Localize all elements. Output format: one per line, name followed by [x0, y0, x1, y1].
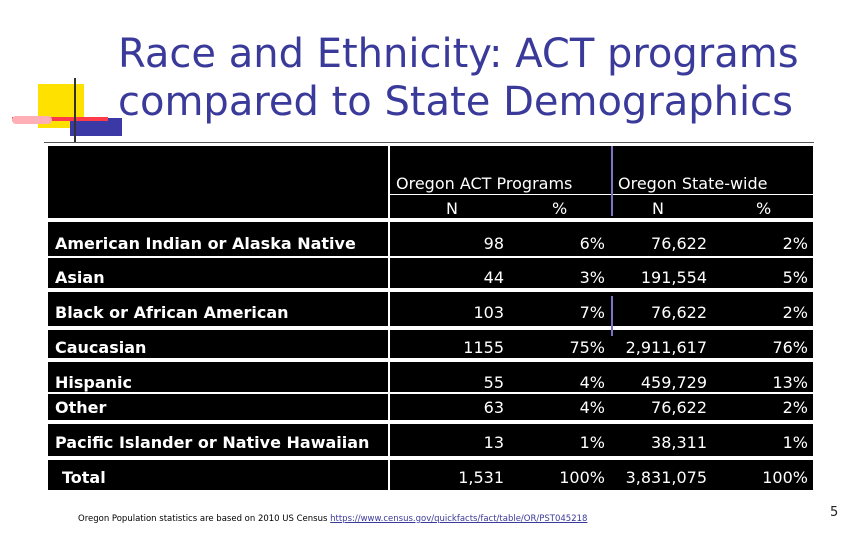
row-label: Other	[55, 398, 107, 417]
title-line-1: Race and Ethnicity: ACT programs	[118, 31, 799, 77]
row-label-block	[48, 330, 388, 358]
row-data-block	[390, 424, 813, 456]
cell-state-n-total: 3,831,075	[625, 468, 707, 487]
cell-act-pct: 4%	[579, 398, 605, 417]
row-data-block	[390, 394, 813, 420]
row-label: Black or African American	[55, 303, 289, 322]
column-separator	[611, 296, 613, 336]
row-label-block	[48, 292, 388, 326]
header-act-pct: %	[552, 199, 568, 218]
cell-act-n: 44	[483, 268, 504, 287]
footnote: Oregon Population statistics are based o…	[78, 514, 587, 524]
header-blank-cell	[48, 146, 388, 218]
cell-act-pct: 6%	[579, 234, 605, 253]
row-label-block	[48, 460, 388, 490]
cell-state-n: 38,311	[651, 433, 707, 452]
cell-state-pct: 2%	[782, 234, 808, 253]
slide-title: Race and Ethnicity: ACT programs compare…	[118, 30, 848, 126]
row-label: American Indian or Alaska Native	[55, 234, 356, 253]
cell-act-n: 103	[473, 303, 504, 322]
decorative-red-line	[12, 117, 108, 121]
header-act-programs: Oregon ACT Programs	[396, 174, 573, 193]
cell-state-n: 76,622	[651, 234, 707, 253]
cell-state-pct: 1%	[782, 433, 808, 452]
cell-act-pct: 7%	[579, 303, 605, 322]
cell-state-n: 76,622	[651, 303, 707, 322]
row-label: Asian	[55, 268, 105, 287]
cell-state-pct: 13%	[772, 373, 808, 392]
row-data-block	[390, 292, 813, 326]
row-label-total: Total	[62, 468, 106, 487]
decorative-horizontal-line	[44, 142, 814, 143]
cell-act-n: 63	[483, 398, 504, 417]
row-label-block	[48, 258, 388, 288]
cell-state-n: 459,729	[640, 373, 707, 392]
row-data-block	[390, 330, 813, 358]
cell-state-pct: 2%	[782, 303, 808, 322]
decorative-navy-bar	[70, 118, 122, 136]
census-link[interactable]: https://www.census.gov/quickfacts/fact/t…	[330, 514, 588, 524]
cell-state-n: 76,622	[651, 398, 707, 417]
cell-act-n: 1155	[463, 338, 504, 357]
column-separator	[611, 146, 613, 216]
cell-act-pct-total: 100%	[559, 468, 605, 487]
title-line-2: compared to State Demographics	[118, 79, 793, 125]
cell-act-n: 98	[483, 234, 504, 253]
header-act-n: N	[446, 199, 458, 218]
cell-act-pct: 75%	[569, 338, 605, 357]
header-subrow	[390, 195, 813, 218]
row-label: Caucasian	[55, 338, 147, 357]
row-data-block	[390, 362, 813, 392]
cell-act-pct: 3%	[579, 268, 605, 287]
header-group-row	[390, 146, 813, 194]
cell-state-n: 2,911,617	[625, 338, 707, 357]
cell-act-pct: 4%	[579, 373, 605, 392]
cell-act-n: 13	[483, 433, 504, 452]
row-label-block	[48, 222, 388, 256]
page-number: 5	[830, 505, 839, 520]
decorative-vertical-line	[74, 78, 76, 142]
cell-state-pct-total: 100%	[762, 468, 808, 487]
cell-act-n-total: 1,531	[458, 468, 504, 487]
cell-state-pct: 76%	[772, 338, 808, 357]
row-data-block	[390, 222, 813, 256]
row-label-block	[48, 362, 388, 392]
footnote-text: Oregon Population statistics are based o…	[78, 514, 328, 524]
row-label-block	[48, 424, 388, 456]
decorative-red-cap	[12, 116, 52, 124]
cell-state-pct: 5%	[782, 268, 808, 287]
row-label: Pacific Islander or Native Hawaiian	[55, 433, 370, 452]
cell-state-n: 191,554	[640, 268, 707, 287]
header-state-pct: %	[756, 199, 772, 218]
cell-act-n: 55	[483, 373, 504, 392]
row-data-block	[390, 258, 813, 288]
row-label: Hispanic	[55, 373, 133, 392]
cell-state-pct: 2%	[782, 398, 808, 417]
row-label-block	[48, 394, 388, 420]
cell-act-pct: 1%	[579, 433, 605, 452]
row-data-block	[390, 460, 813, 490]
header-state-n: N	[652, 199, 664, 218]
header-state-wide: Oregon State-wide	[618, 174, 768, 193]
